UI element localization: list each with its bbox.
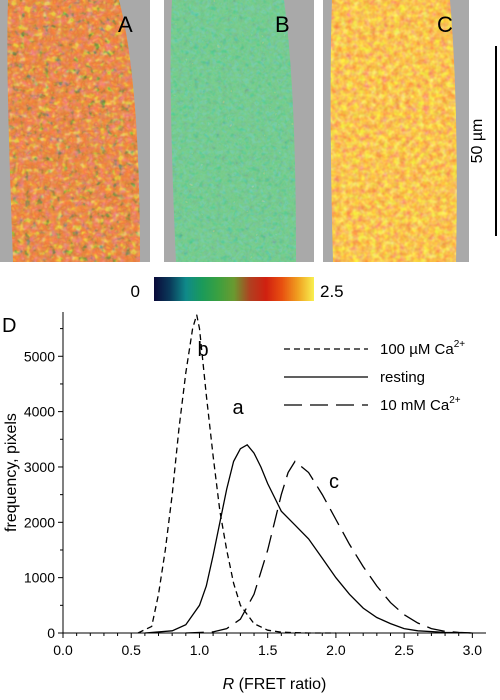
panel-b-image: B <box>164 0 314 262</box>
x-tick-label: 2.5 <box>394 642 414 658</box>
legend-entry-name: 10 mM Ca <box>380 397 450 414</box>
legend-entry: 10 mM Ca2+ <box>380 395 461 414</box>
panel-c-label: C <box>437 12 453 37</box>
legend-entry: 100 µM Ca2+ <box>380 339 465 358</box>
series-label-a: a <box>232 397 244 419</box>
x-axis-label: R (FRET ratio) <box>223 676 327 693</box>
scale-bar: 50 µm <box>469 46 497 236</box>
legend-entry-name: 100 µM Ca <box>380 341 454 358</box>
series-line-b <box>137 314 336 634</box>
panel-c-image: C <box>323 0 469 262</box>
histogram-chart: 0.0 0.5 1.0 1.5 2.0 2.5 3.0 0 1000 2000 3000 4000 50… <box>3 312 486 693</box>
x-axis-label-text: (FRET ratio) <box>234 676 326 693</box>
series-label-c: c <box>329 471 339 493</box>
legend-entry-superscript: 2+ <box>454 339 466 350</box>
panel-d-label: D <box>2 315 16 337</box>
y-tick-label: 2000 <box>24 514 55 530</box>
scale-bar-label: 50 µm <box>469 119 486 164</box>
series-label-b: b <box>197 339 208 361</box>
panel-a-image: A <box>0 0 150 262</box>
x-tick-label: 1.5 <box>258 642 278 658</box>
colorbar-max-label: 2.5 <box>320 282 344 301</box>
legend-entry: resting <box>380 369 425 386</box>
panel-b-label: B <box>275 12 290 37</box>
x-axis-label-symbol: R <box>223 676 235 693</box>
y-axis-label: frequency, pixels <box>3 413 20 532</box>
colorbar-min-label: 0 <box>131 282 140 301</box>
y-tick-label: 4000 <box>24 404 55 420</box>
x-tick-label: 1.0 <box>190 642 210 658</box>
legend-entry-name: resting <box>380 369 425 386</box>
y-tick-label: 5000 <box>24 348 55 364</box>
colorbar-gradient <box>154 277 314 301</box>
x-tick-label: 0.5 <box>121 642 141 658</box>
panel-a-label: A <box>118 12 133 37</box>
y-tick-label: 3000 <box>24 459 55 475</box>
series-line-a <box>144 443 473 634</box>
y-tick-label: 0 <box>47 625 55 641</box>
x-tick-label: 3.0 <box>463 642 483 658</box>
y-tick-label: 1000 <box>24 570 55 586</box>
x-tick-label: 2.0 <box>326 642 346 658</box>
x-tick-label: 0.0 <box>53 642 73 658</box>
legend-entry-superscript: 2+ <box>449 395 461 406</box>
colorbar: 0 2.5 <box>131 277 344 301</box>
